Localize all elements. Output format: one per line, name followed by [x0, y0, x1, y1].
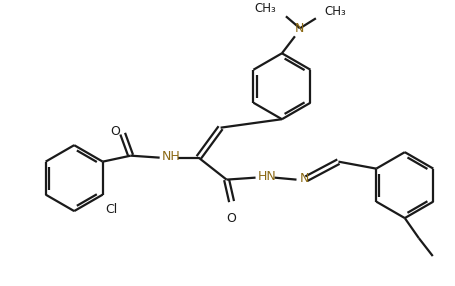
- Text: N: N: [294, 22, 304, 35]
- Text: NH: NH: [162, 150, 180, 163]
- Text: HN: HN: [257, 170, 276, 183]
- Text: O: O: [226, 212, 236, 225]
- Text: CH₃: CH₃: [253, 2, 275, 15]
- Text: CH₃: CH₃: [323, 5, 345, 18]
- Text: N: N: [299, 172, 308, 185]
- Text: O: O: [110, 125, 119, 138]
- Text: Cl: Cl: [106, 202, 118, 216]
